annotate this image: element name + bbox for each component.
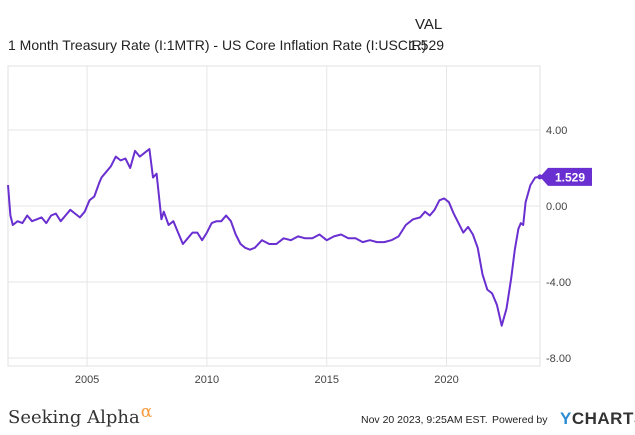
legend-series-value: 1.529 (409, 37, 445, 53)
y-tick-label: -8.00 (546, 353, 571, 365)
chart-timestamp: Nov 20 2023, 9:25AM EST. (361, 414, 488, 426)
x-tick-label: 2015 (314, 374, 338, 386)
last-value-badge (540, 167, 592, 186)
legend-header: VAL (415, 16, 443, 33)
ycharts-wordmark: CHARTS (571, 409, 635, 428)
x-tick-label: 2005 (75, 374, 99, 386)
powered-by-label: Powered by (492, 414, 548, 426)
last-value-label: 1.529 (555, 170, 585, 184)
y-tick-label: 4.00 (546, 125, 567, 137)
legend-series-name[interactable]: 1 Month Treasury Rate (I:1MTR) - US Core… (8, 37, 427, 53)
alpha-icon: α (140, 402, 153, 422)
y-tick-label: -4.00 (546, 277, 571, 289)
last-value-flag: 1.529 (537, 167, 592, 186)
series-line-1mtr-minus-uscir[interactable] (7, 148, 541, 327)
series-layer (7, 148, 541, 327)
y-axis: 4.00 0.00 -4.00 -8.00 (546, 125, 571, 365)
ycharts-logo[interactable]: YCHARTS (560, 409, 635, 429)
grid-lines (8, 66, 540, 366)
ycharts-y-icon: Y (560, 409, 572, 428)
x-tick-label: 2020 (434, 374, 458, 386)
x-tick-label: 2010 (195, 374, 219, 386)
brand-name: Seeking Alpha (8, 407, 140, 428)
x-axis: 2005 2010 2015 2020 (75, 374, 459, 386)
y-tick-label: 0.00 (546, 201, 567, 213)
seeking-alpha-logo[interactable]: Seeking Alphaα (8, 402, 152, 428)
plot-area (7, 65, 541, 367)
